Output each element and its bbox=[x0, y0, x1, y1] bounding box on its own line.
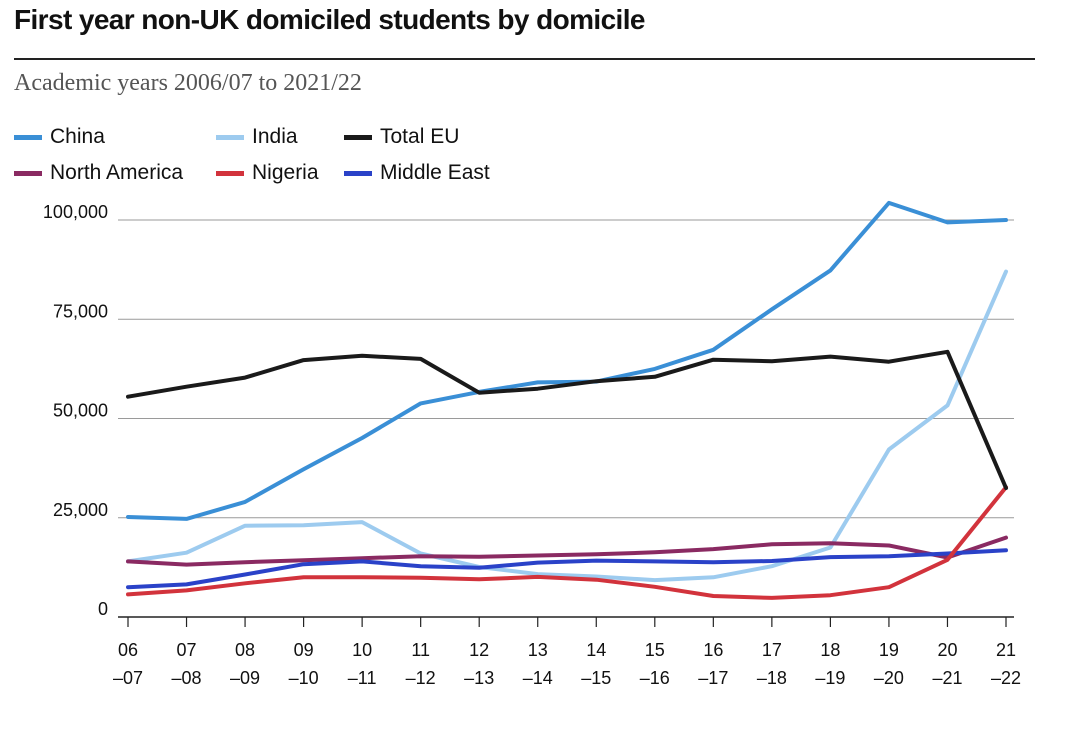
title-divider bbox=[14, 58, 1035, 60]
chart-title: First year non-UK domiciled students by … bbox=[14, 4, 645, 35]
x-tick-label-bottom: –09 bbox=[230, 668, 260, 688]
x-tick-label-top: 16 bbox=[703, 640, 723, 660]
x-tick-label-bottom: –10 bbox=[289, 668, 319, 688]
y-tick-label: 100,000 bbox=[43, 202, 108, 222]
chart-subtitle: Academic years 2006/07 to 2021/22 bbox=[14, 70, 362, 96]
series-line-india bbox=[126, 269, 1008, 583]
x-tick-label-top: 21 bbox=[996, 640, 1016, 660]
legend-label: Middle East bbox=[380, 161, 490, 184]
y-tick-label: 50,000 bbox=[53, 401, 108, 421]
x-tick-label-top: 07 bbox=[177, 640, 197, 660]
x-tick-label-bottom: –14 bbox=[523, 668, 553, 688]
y-tick-label: 25,000 bbox=[53, 500, 108, 520]
x-tick-label-bottom: –07 bbox=[113, 668, 143, 688]
legend-item-china: China bbox=[14, 125, 105, 149]
x-tick-label-bottom: –11 bbox=[348, 668, 377, 688]
y-tick-label: 0 bbox=[98, 599, 108, 619]
legend-item-total-eu: Total EU bbox=[344, 125, 459, 149]
x-tick-label-bottom: –17 bbox=[698, 668, 728, 688]
x-tick-label-top: 06 bbox=[118, 640, 138, 660]
x-tick-label-bottom: –19 bbox=[815, 668, 845, 688]
series-line-china bbox=[126, 200, 1008, 521]
x-tick-label-top: 08 bbox=[235, 640, 255, 660]
series-line-middle-east bbox=[126, 548, 1008, 590]
x-tick-label-bottom: –15 bbox=[581, 668, 611, 688]
series-line-total-eu bbox=[126, 349, 1008, 490]
legend-swatch bbox=[14, 170, 42, 176]
x-tick-label-bottom: –22 bbox=[991, 668, 1021, 688]
x-tick-label-top: 12 bbox=[469, 640, 489, 660]
x-tick-label-top: 09 bbox=[294, 640, 314, 660]
legend-item-nigeria: Nigeria bbox=[216, 161, 319, 185]
x-tick-label-top: 18 bbox=[820, 640, 840, 660]
legend-swatch bbox=[216, 134, 244, 140]
legend-label: Total EU bbox=[380, 125, 460, 148]
x-tick-label-top: 19 bbox=[879, 640, 899, 660]
x-tick-label-top: 11 bbox=[411, 640, 430, 660]
series-line-nigeria bbox=[126, 485, 1008, 600]
legend-swatch bbox=[344, 170, 372, 176]
legend-item-north-america: North America bbox=[14, 161, 183, 185]
x-tick-label-bottom: –16 bbox=[640, 668, 670, 688]
x-tick-label-top: 17 bbox=[762, 640, 782, 660]
legend-item-india: India bbox=[216, 125, 298, 149]
legend-swatch bbox=[344, 134, 372, 140]
y-tick-label: 75,000 bbox=[53, 301, 108, 321]
legend-label: India bbox=[252, 125, 298, 148]
x-tick-label-bottom: –12 bbox=[406, 668, 436, 688]
x-tick-label-bottom: –13 bbox=[464, 668, 494, 688]
legend-label: North America bbox=[50, 161, 184, 184]
x-tick-label-top: 20 bbox=[937, 640, 957, 660]
x-tick-label-top: 13 bbox=[528, 640, 548, 660]
legend-label: Nigeria bbox=[252, 161, 319, 184]
x-tick-label-top: 10 bbox=[352, 640, 372, 660]
x-tick-label-bottom: –18 bbox=[757, 668, 787, 688]
series-line-north-america bbox=[126, 535, 1008, 567]
legend-label: China bbox=[50, 125, 105, 148]
legend-item-middle-east: Middle East bbox=[344, 161, 490, 185]
x-tick-label-bottom: –20 bbox=[874, 668, 904, 688]
x-tick-label-bottom: –21 bbox=[932, 668, 962, 688]
x-tick-label-top: 15 bbox=[645, 640, 665, 660]
x-tick-label-top: 14 bbox=[586, 640, 606, 660]
legend-swatch bbox=[14, 134, 42, 140]
legend-swatch bbox=[216, 170, 244, 176]
x-tick-label-bottom: –08 bbox=[172, 668, 202, 688]
